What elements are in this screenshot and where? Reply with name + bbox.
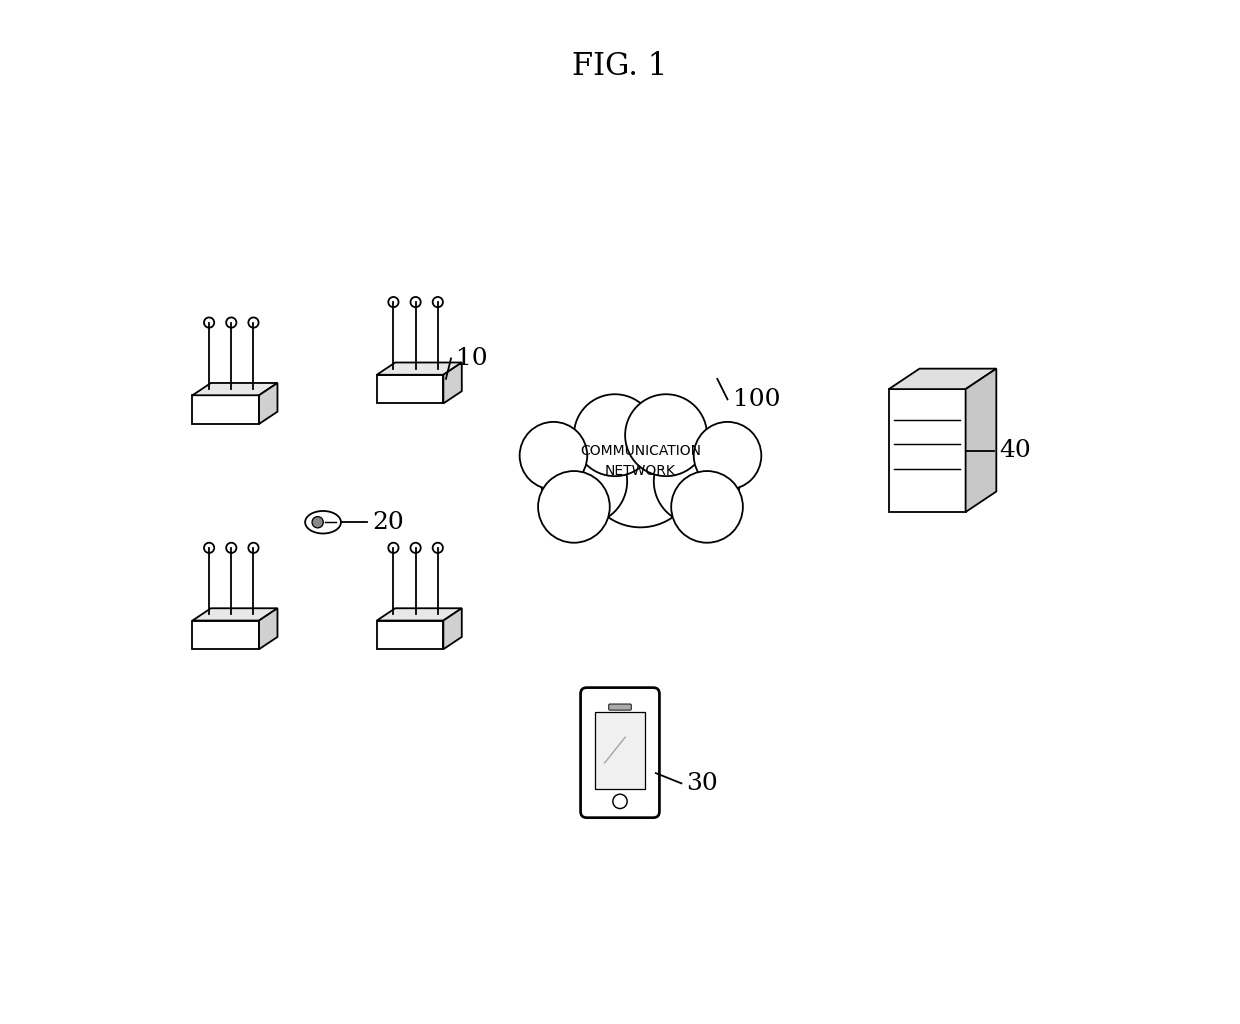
FancyBboxPatch shape xyxy=(580,688,660,817)
Polygon shape xyxy=(966,369,996,512)
Polygon shape xyxy=(192,621,259,649)
Polygon shape xyxy=(192,383,278,395)
Circle shape xyxy=(388,543,398,553)
Circle shape xyxy=(205,543,215,553)
Text: 100: 100 xyxy=(733,388,780,411)
Text: 30: 30 xyxy=(687,772,718,795)
Circle shape xyxy=(226,543,237,553)
Circle shape xyxy=(226,317,237,328)
Circle shape xyxy=(574,394,656,476)
Polygon shape xyxy=(377,362,461,375)
Polygon shape xyxy=(444,608,461,649)
Circle shape xyxy=(312,516,324,528)
FancyBboxPatch shape xyxy=(609,705,631,711)
Circle shape xyxy=(410,543,420,553)
Circle shape xyxy=(693,422,761,489)
Circle shape xyxy=(248,317,259,328)
Circle shape xyxy=(388,297,398,307)
Polygon shape xyxy=(377,621,444,649)
Polygon shape xyxy=(377,375,444,403)
Text: 20: 20 xyxy=(372,511,404,534)
Polygon shape xyxy=(889,389,966,512)
Circle shape xyxy=(625,394,707,476)
Polygon shape xyxy=(259,608,278,649)
Polygon shape xyxy=(595,713,645,788)
Text: 40: 40 xyxy=(999,439,1030,462)
Circle shape xyxy=(538,471,610,543)
Circle shape xyxy=(410,297,420,307)
Polygon shape xyxy=(192,608,278,621)
Circle shape xyxy=(584,415,697,527)
Circle shape xyxy=(671,471,743,543)
Text: 10: 10 xyxy=(456,347,487,370)
Circle shape xyxy=(205,317,215,328)
Ellipse shape xyxy=(305,511,341,534)
Circle shape xyxy=(520,422,588,489)
Polygon shape xyxy=(259,383,278,424)
Circle shape xyxy=(433,297,443,307)
Polygon shape xyxy=(444,362,461,403)
Text: COMMUNICATION
NETWORK: COMMUNICATION NETWORK xyxy=(580,444,701,477)
Text: FIG. 1: FIG. 1 xyxy=(573,51,667,82)
Circle shape xyxy=(541,438,627,524)
Polygon shape xyxy=(192,395,259,424)
Polygon shape xyxy=(377,608,461,621)
Circle shape xyxy=(433,543,443,553)
Circle shape xyxy=(653,438,740,524)
Circle shape xyxy=(613,795,627,809)
Polygon shape xyxy=(889,369,996,389)
Circle shape xyxy=(248,543,259,553)
